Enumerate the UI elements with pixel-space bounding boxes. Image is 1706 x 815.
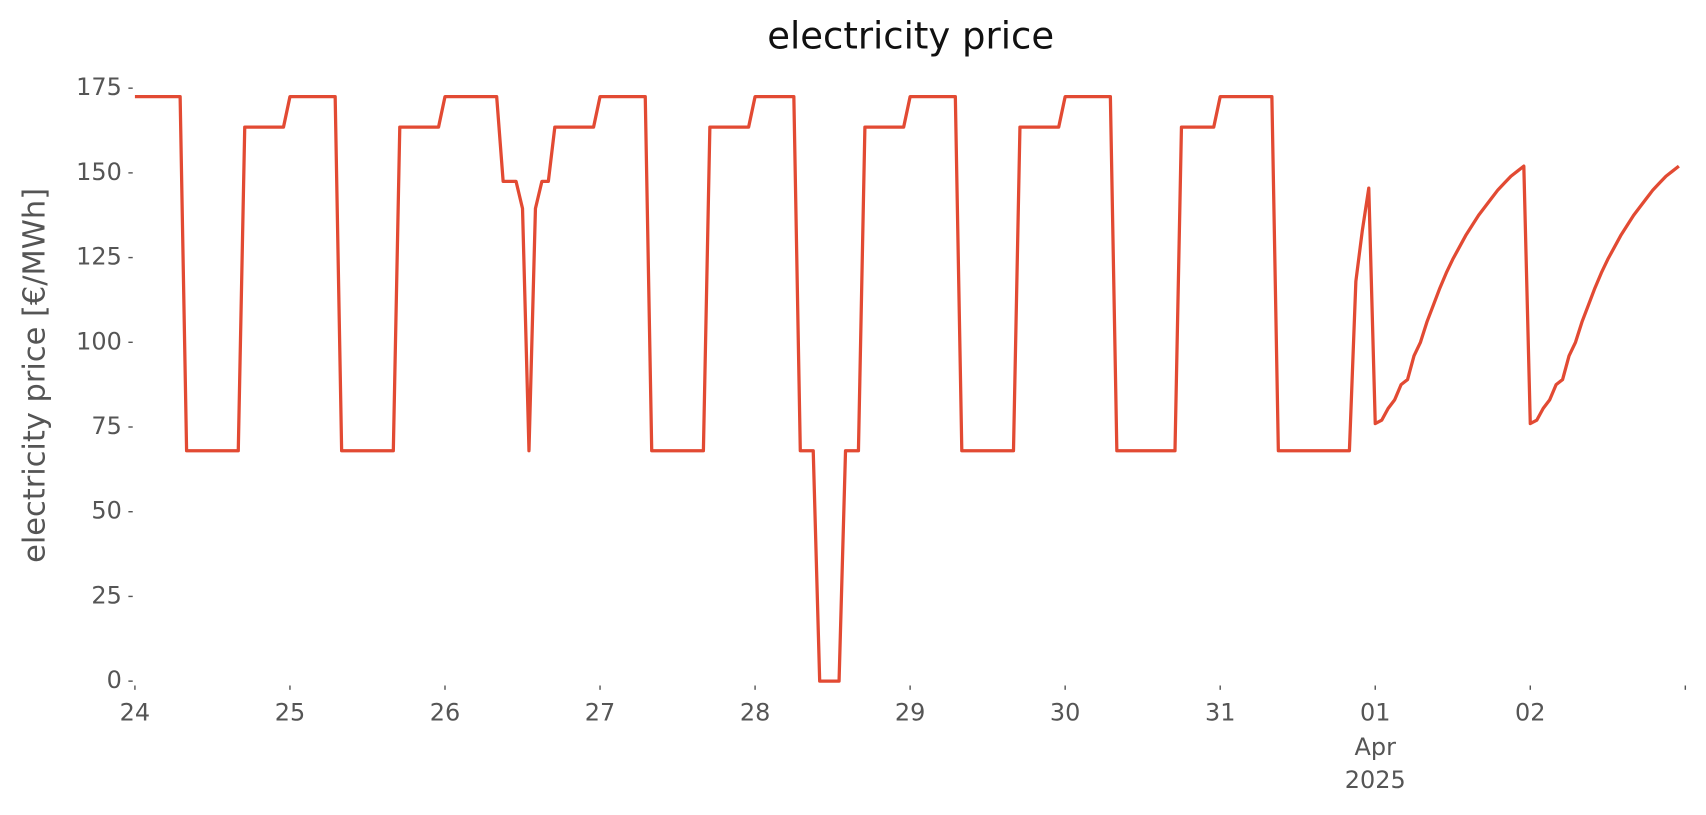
y-tick-label: 175 (76, 73, 122, 101)
y-tick-label: 125 (76, 243, 122, 271)
x-tick-label: 01 (1360, 698, 1390, 726)
x-tick-label: 26 (430, 698, 460, 726)
chart-title: electricity price (767, 15, 1054, 58)
x-tick-label: 02 (1515, 698, 1545, 726)
y-tick-label: 50 (91, 497, 121, 525)
x-tick-label: 24 (120, 698, 150, 726)
y-tick-label: 25 (91, 581, 121, 609)
x-tick-label: 25 (275, 698, 305, 726)
price-line (134, 95, 1680, 683)
x-tick-label: 29 (895, 698, 925, 726)
x-date-label: Apr (1355, 733, 1397, 761)
y-tick-label: 100 (76, 327, 122, 355)
x-tick-label: 28 (740, 698, 770, 726)
y-axis-label: electricity price [€/MWh] (17, 188, 52, 563)
x-date-label: 2025 (1345, 766, 1406, 794)
y-tick-label: 0 (107, 666, 122, 694)
x-tick-label: 30 (1050, 698, 1080, 726)
x-tick-label: 27 (585, 698, 615, 726)
x-tick-label: 31 (1205, 698, 1235, 726)
y-tick-label: 150 (76, 158, 122, 186)
y-tick-label: 75 (91, 412, 121, 440)
